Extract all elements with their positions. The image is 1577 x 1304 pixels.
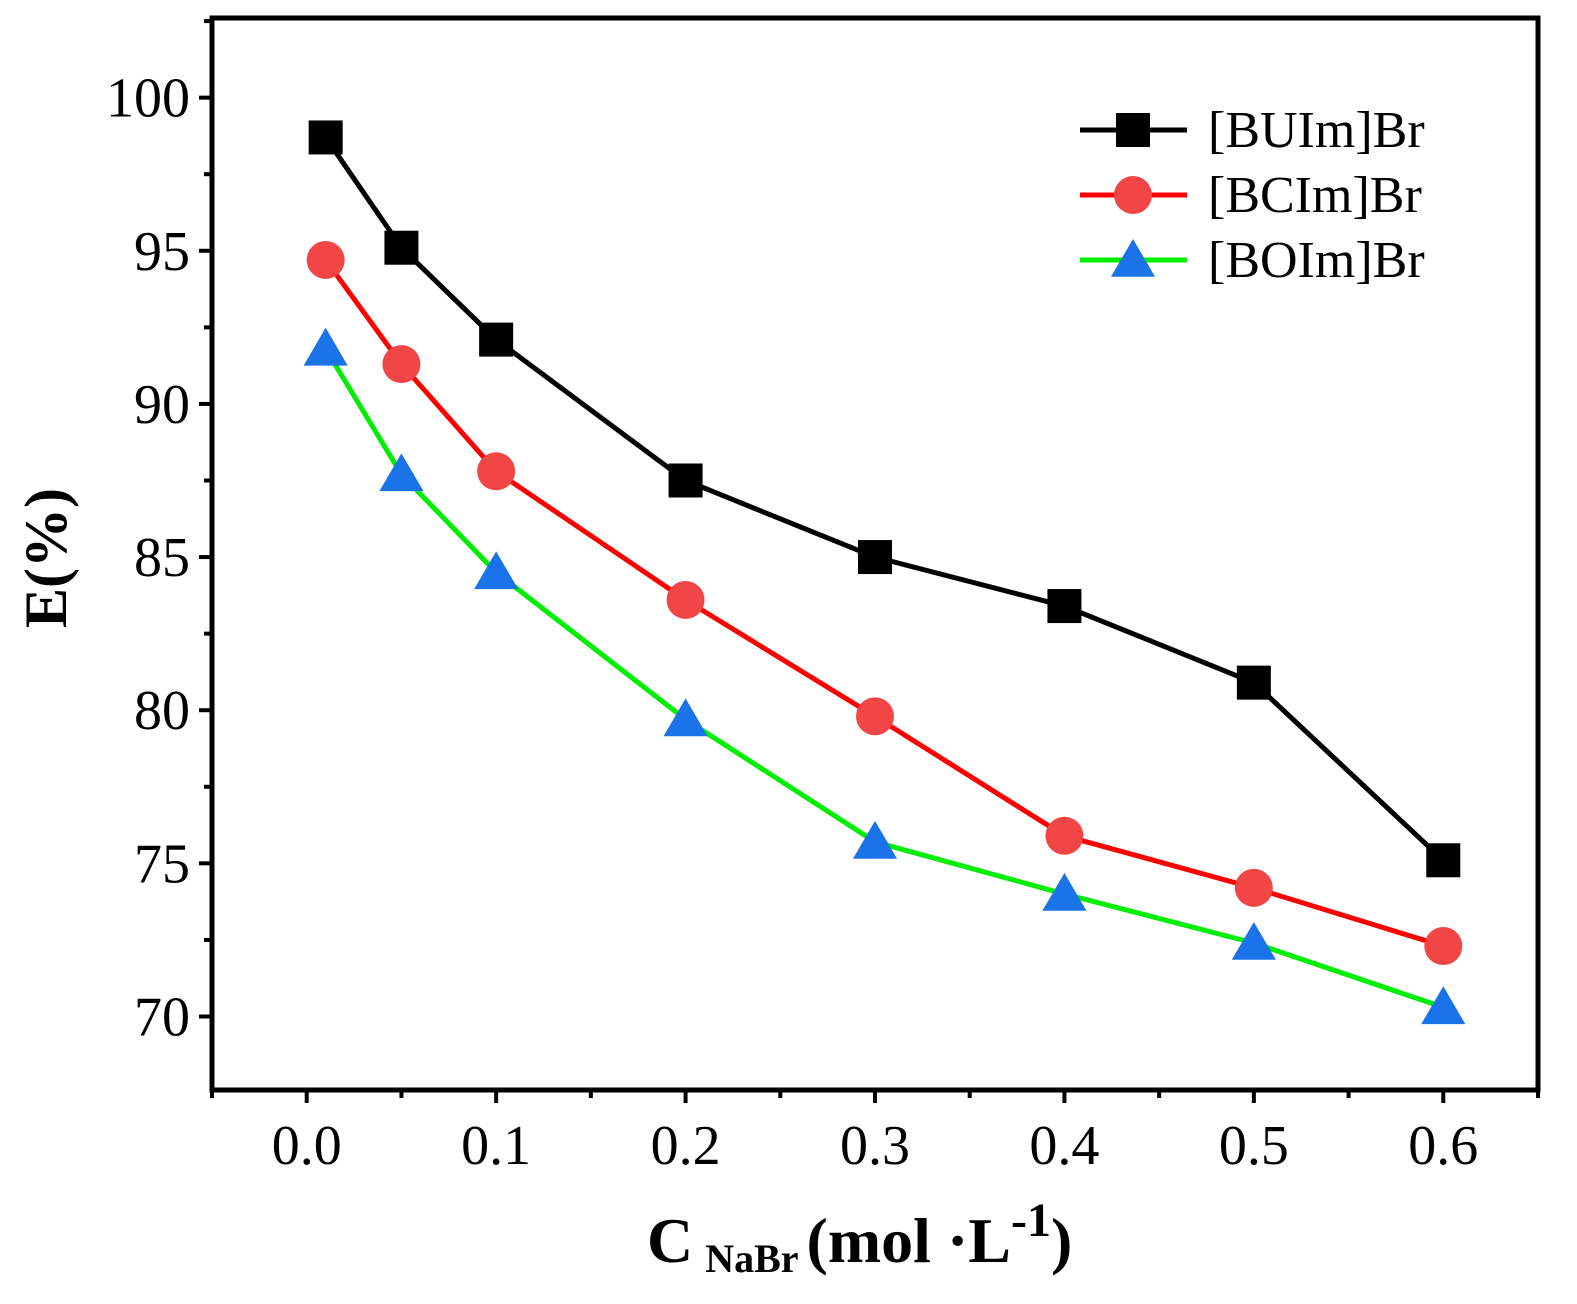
legend-entry: [BCIm]Br (1080, 167, 1422, 224)
x-axis-title-unit: (mol ·L (807, 1205, 1011, 1276)
x-tick-label: 0.1 (461, 1115, 531, 1177)
y-tick-label: 90 (134, 374, 190, 436)
data-point-triangle (1042, 872, 1087, 911)
data-point-triangle (379, 453, 424, 492)
legend-marker (1114, 176, 1152, 214)
series-triangle (303, 327, 1466, 1025)
x-tick-label: 0.2 (651, 1115, 721, 1177)
legend-entry: [BOIm]Br (1080, 232, 1425, 289)
series-line (323, 258, 1445, 949)
ticks-layer (199, 19, 1540, 1103)
x-axis-title-main: C (647, 1205, 693, 1276)
data-point-square (479, 322, 514, 357)
y-tick-label: 70 (134, 986, 190, 1048)
data-point-circle (382, 345, 421, 384)
series-circle (306, 240, 1463, 966)
legend-label: [BUIm]Br (1208, 102, 1425, 159)
data-point-circle (666, 580, 705, 619)
labels-layer: 0.0 0.1 0.2 0.3 0.4 0.5 0.6 70 75 80 85 90 95 100 (106, 68, 1478, 1177)
legend: [BUIm]Br [BCIm]Br [BOIm]Br (1080, 102, 1425, 289)
data-point-circle (477, 452, 516, 491)
y-axis-title: E(%) (13, 488, 79, 628)
y-tick-label: 75 (134, 833, 190, 895)
data-point-square (308, 120, 343, 155)
data-point-triangle (1421, 986, 1466, 1025)
series-square (308, 120, 1461, 878)
x-tick-label: 0.6 (1408, 1115, 1478, 1177)
data-point-square (1426, 843, 1461, 878)
data-point-triangle (1231, 921, 1276, 960)
legend-entry: [BUIm]Br (1080, 102, 1425, 159)
x-axis-title: C NaBr (mol ·L-1) (647, 1194, 1072, 1281)
x-tick-label: 0.5 (1219, 1115, 1289, 1177)
y-tick-label: 85 (134, 527, 190, 589)
legend-marker (1110, 239, 1156, 277)
data-point-circle (306, 240, 345, 279)
data-point-circle (856, 697, 894, 736)
data-point-square (384, 230, 419, 265)
legend-label: [BOIm]Br (1208, 232, 1425, 289)
y-tick-label: 95 (134, 221, 190, 283)
data-point-square (858, 540, 892, 575)
x-tick-label: 0.4 (1029, 1115, 1099, 1177)
data-point-square (668, 463, 703, 498)
x-tick-label: 0.0 (272, 1115, 342, 1177)
data-point-triangle (663, 698, 708, 737)
data-point-triangle (474, 551, 519, 590)
legend-marker (1116, 113, 1150, 147)
data-point-square (1047, 589, 1082, 624)
data-point-circle (1045, 816, 1084, 855)
y-tick-label: 80 (134, 680, 190, 742)
y-tick-label: 100 (106, 68, 190, 130)
data-point-circle (1424, 927, 1463, 966)
legend-label: [BCIm]Br (1208, 167, 1422, 224)
data-point-square (1236, 665, 1271, 700)
data-point-circle (1234, 868, 1273, 907)
data-point-triangle (852, 820, 898, 859)
x-axis-title-superscript: -1 (1011, 1194, 1051, 1247)
series-layer (303, 120, 1466, 1025)
x-tick-label: 0.3 (840, 1115, 910, 1177)
x-axis-title-subscript: NaBr (705, 1236, 798, 1281)
x-axis-title-close: ) (1051, 1205, 1072, 1276)
data-point-triangle (303, 327, 348, 366)
